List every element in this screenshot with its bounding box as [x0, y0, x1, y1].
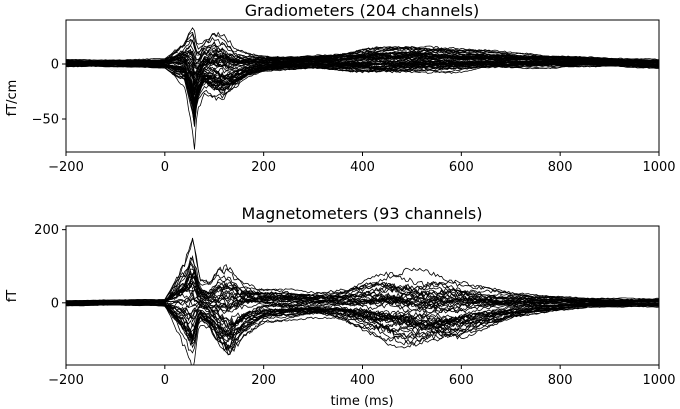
gradiometers-panel: Gradiometers (204 channels) fT/cm −200 0 2…: [5, 1, 676, 175]
magnetometers-trace: [66, 302, 659, 342]
magnetometers-trace: [66, 238, 659, 304]
gradiometers-trace: [66, 59, 659, 90]
magnetometers-x-tick-label: 1000: [642, 373, 675, 388]
magnetometers-y-tick-label: 0: [51, 296, 59, 311]
gradiometers-trace: [66, 62, 659, 150]
magnetometers-trace: [66, 303, 659, 333]
magnetometers-x-tick-label: 800: [548, 373, 573, 388]
gradiometers-x-tick-label: 1000: [642, 160, 675, 175]
gradiometers-x-tick-label: −200: [48, 160, 84, 175]
gradiometers-x-tick-label: 400: [350, 160, 375, 175]
magnetometers-x-tick-label: −200: [48, 373, 84, 388]
gradiometers-y-tick-label: 0: [51, 58, 59, 73]
gradiometers-ylabel: fT/cm: [5, 80, 20, 117]
magnetometers-ylabel: fT: [5, 290, 20, 303]
magnetometers-title: Magnetometers (93 channels): [242, 204, 483, 223]
gradiometers-x-tick-label: 0: [161, 160, 169, 175]
gradiometers-trace: [66, 63, 659, 117]
magnetometers-traces: [66, 237, 659, 365]
magnetometers-trace: [66, 302, 659, 338]
gradiometers-trace: [66, 62, 659, 107]
magnetometers-x-tick-label: 200: [251, 373, 276, 388]
magnetometers-trace: [66, 237, 659, 302]
gradiometers-trace: [66, 61, 659, 112]
gradiometers-plot-frame: [65, 19, 660, 153]
gradiometers-axes: −200 0 200 400 600 800 1000 −50 0: [32, 19, 676, 175]
magnetometers-y-tick-label: 200: [34, 223, 59, 238]
magnetometers-x-tick-label: 0: [161, 373, 169, 388]
gradiometers-title: Gradiometers (204 channels): [245, 1, 479, 20]
magnetometers-trace: [66, 303, 659, 351]
gradiometers-trace: [66, 61, 659, 113]
gradiometers-x-tick-label: 600: [449, 160, 474, 175]
magnetometers-trace: [66, 282, 659, 310]
gradiometers-x-tick-label: 800: [548, 160, 573, 175]
magnetometers-x-tick-label: 600: [449, 373, 474, 388]
gradiometers-x-tick-label: 200: [251, 160, 276, 175]
gradiometers-trace: [66, 61, 659, 110]
gradiometers-traces: [66, 27, 659, 150]
magnetometers-x-tick-label: 400: [350, 373, 375, 388]
magnetometers-axes: −200 0 200 400 600 800 1000 0 200: [34, 223, 675, 388]
magnetometers-panel: Magnetometers (93 channels) fT time (ms)…: [5, 204, 676, 409]
gradiometers-trace: [66, 46, 659, 77]
gradiometers-y-tick-label: −50: [32, 113, 59, 128]
magnetometers-xlabel: time (ms): [330, 394, 393, 409]
